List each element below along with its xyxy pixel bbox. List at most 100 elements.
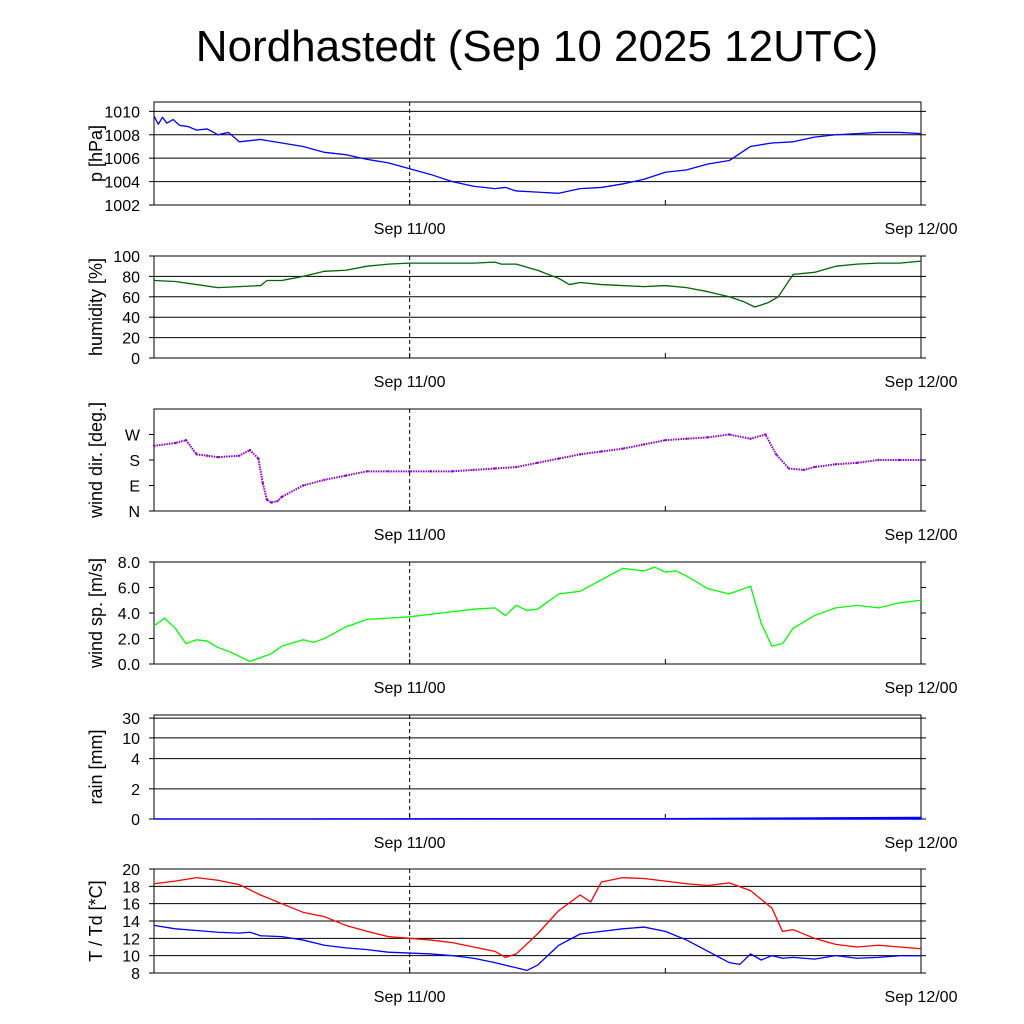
y-axis-title: wind sp. [m/s]: [86, 558, 106, 669]
x-tick-label: Sep 11/00: [374, 835, 446, 852]
data-point: [578, 453, 582, 456]
y-tick-label: 20: [122, 331, 140, 348]
y-tick-label: 2.0: [118, 632, 140, 649]
data-point: [834, 463, 837, 466]
x-tick-label: Sep 11/00: [374, 680, 446, 697]
data-point: [855, 461, 859, 465]
data-point: [706, 436, 710, 439]
y-tick-label: 1010: [104, 104, 140, 121]
panel-pressure: 1002 1004 1006 1008 1010 Sep 11/00 Sep 12/00 p …: [86, 101, 958, 238]
panel-humidity: 0 20 40 60 80 100 Sep 11/00 Sep 12/00 humidity […: [86, 249, 958, 391]
y-tick-label: N: [128, 504, 140, 521]
series-line-0: [153, 433, 921, 504]
data-point: [536, 461, 539, 465]
data-point: [774, 453, 778, 456]
y-axis-title: humidity [%]: [86, 258, 106, 356]
panel-wind_speed: 0.0 2.0 4.0 6.0 8.0 Sep 11/00 Sep 12/00 wind sp…: [86, 555, 958, 697]
data-point: [557, 457, 561, 460]
data-point: [728, 433, 731, 436]
y-tick-label: 30: [122, 711, 140, 728]
data-point: [238, 454, 241, 457]
data-point: [787, 467, 791, 470]
y-axis-title: T / Td [*C]: [86, 880, 106, 961]
x-tick-label: Sep 11/00: [374, 527, 446, 544]
plot-frame: [153, 101, 922, 206]
x-tick-label: Sep 12/00: [885, 680, 958, 697]
data-point: [344, 474, 347, 477]
y-tick-label: 0: [131, 351, 140, 368]
data-point: [365, 470, 369, 473]
data-point: [451, 470, 454, 473]
series-line-1: [153, 924, 921, 972]
data-point: [621, 447, 624, 450]
y-tick-label: 60: [122, 290, 140, 307]
data-point: [429, 470, 433, 473]
x-tick-label: Sep 11/00: [374, 989, 446, 1006]
data-point: [408, 470, 411, 473]
data-point: [387, 470, 390, 473]
data-point: [898, 458, 901, 462]
series-line-0: [153, 877, 922, 959]
y-tick-label: 8: [131, 966, 140, 983]
y-tick-label: 10: [122, 949, 140, 966]
y-tick-label: 4: [131, 752, 140, 769]
data-point: [276, 499, 279, 503]
y-tick-label: 4.0: [118, 606, 140, 623]
y-tick-label: 1002: [104, 198, 140, 215]
y-tick-label: E: [129, 479, 140, 496]
rain-area: [153, 816, 922, 820]
y-tick-label: 8.0: [118, 555, 140, 572]
y-tick-label: 80: [122, 269, 140, 286]
data-point: [269, 501, 273, 504]
y-tick-label: 18: [122, 879, 140, 896]
data-point: [802, 468, 806, 472]
series-line-0: [153, 260, 922, 308]
data-point: [813, 465, 816, 469]
data-point: [664, 438, 667, 442]
y-axis-title: rain [mm]: [86, 729, 106, 804]
y-tick-label: 100: [113, 249, 140, 266]
x-tick-label: Sep 11/00: [374, 221, 446, 238]
plot-frame: [153, 714, 922, 820]
data-point: [184, 438, 188, 442]
data-point: [493, 467, 497, 470]
y-tick-label: 0: [131, 812, 140, 829]
x-tick-label: Sep 12/00: [885, 374, 958, 391]
y-tick-label: 1006: [104, 151, 140, 168]
data-point: [280, 495, 284, 499]
x-tick-label: Sep 11/00: [374, 374, 446, 391]
data-point: [323, 478, 326, 482]
x-tick-label: Sep 12/00: [885, 835, 958, 852]
plot-frame: [153, 255, 922, 359]
panel-rain: 0 2 4 10 30 Sep 11/00 Sep 12/00 rain [mm]: [86, 711, 958, 852]
data-point: [261, 481, 264, 484]
data-point: [685, 437, 688, 440]
data-point: [265, 498, 269, 501]
data-point: [642, 443, 646, 446]
y-tick-label: 0.0: [118, 657, 140, 674]
y-tick-label: 2: [131, 782, 140, 799]
y-tick-label: 40: [122, 310, 140, 327]
data-point: [764, 433, 767, 436]
series-line-0: [153, 115, 922, 194]
plot-frame: [153, 408, 922, 512]
data-point: [174, 441, 177, 445]
y-tick-label: 16: [122, 897, 140, 914]
y-tick-label: 12: [122, 931, 140, 948]
y-tick-label: S: [129, 453, 140, 470]
data-point: [877, 458, 880, 462]
data-point: [216, 455, 220, 459]
x-tick-label: Sep 12/00: [885, 221, 958, 238]
data-point: [749, 437, 752, 440]
data-point: [195, 453, 198, 456]
y-tick-label: 1008: [104, 128, 140, 145]
data-point: [301, 484, 305, 487]
page-title: Nordhastedt (Sep 10 2025 12UTC): [195, 22, 879, 71]
y-tick-label: 14: [122, 914, 140, 931]
y-tick-label: 10: [122, 731, 140, 748]
x-tick-label: Sep 12/00: [885, 527, 958, 544]
data-point: [514, 465, 518, 469]
data-point: [248, 448, 252, 452]
